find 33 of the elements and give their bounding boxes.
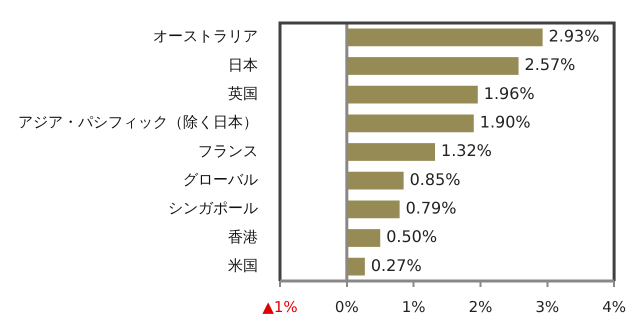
x-tick-label: 0% xyxy=(334,298,359,316)
y-tick-label: 英国 xyxy=(228,84,258,103)
y-tick-label: シンガポール xyxy=(168,199,258,218)
bar xyxy=(348,143,436,161)
y-tick-label: オーストラリア xyxy=(153,27,258,46)
y-tick-label: フランス xyxy=(198,142,258,160)
y-tick-label: アジア・パシフィック（除く日本） xyxy=(18,113,258,132)
data-label: 0.50% xyxy=(386,227,438,246)
y-tick-label: 米国 xyxy=(228,256,258,275)
y-tick-label: 香港 xyxy=(228,228,258,246)
bar xyxy=(348,28,543,46)
x-tick-label: ▲1% xyxy=(262,298,298,316)
bar xyxy=(348,57,519,75)
data-label: 1.90% xyxy=(480,112,531,132)
data-label: 1.32% xyxy=(441,141,492,160)
data-label: 2.93% xyxy=(548,26,600,46)
bar xyxy=(348,172,404,190)
bar xyxy=(348,229,380,247)
data-label: 0.85% xyxy=(410,170,460,189)
data-label: 1.96% xyxy=(484,84,535,103)
x-tick-label: 4% xyxy=(602,298,626,316)
x-tick-label: 2% xyxy=(468,298,492,316)
x-tick-label: 3% xyxy=(535,298,560,316)
x-tick-label: 1% xyxy=(402,298,426,316)
y-tick-label: 日本 xyxy=(228,56,258,74)
bar xyxy=(348,200,400,218)
bar xyxy=(348,86,478,104)
data-label: 0.27% xyxy=(370,256,422,275)
data-label: 2.57% xyxy=(524,55,576,74)
bar xyxy=(348,258,365,276)
data-label: 0.79% xyxy=(406,198,456,218)
bar xyxy=(348,114,474,132)
y-tick-label: グローバル xyxy=(183,170,258,189)
